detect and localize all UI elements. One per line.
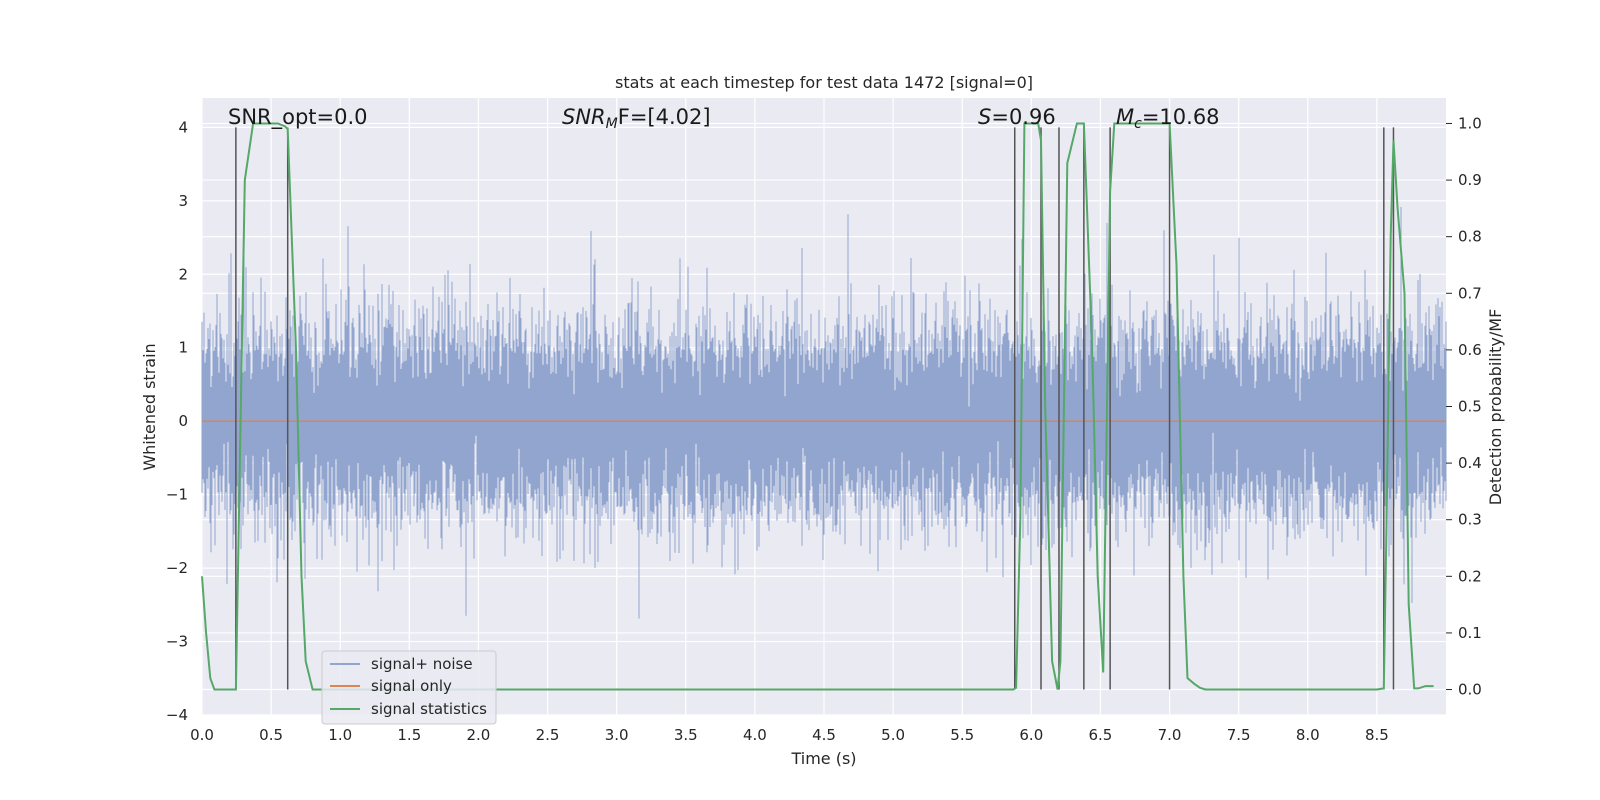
x-tick-labels: 0.0 0.5 1.0 1.5 2.0 2.5 3.0 3.5 4.0 4.5 5.0 5.5 6.0 6…: [190, 726, 1389, 744]
legend-label-signal-only: signal only: [371, 677, 452, 695]
x-tick-label: 4.5: [812, 726, 836, 744]
y-axis-label: Whitened strain: [140, 343, 159, 470]
x-tick-label: 3.0: [605, 726, 629, 744]
y-tick-label: −4: [166, 706, 188, 724]
x-tick-label: 4.0: [743, 726, 767, 744]
x-tick-label: 1.5: [397, 726, 421, 744]
mc-symbol: M: [1116, 105, 1134, 129]
x-tick-label: 3.5: [674, 726, 698, 744]
annotation-mc: Mc=10.68: [1116, 105, 1220, 132]
y2-tick-labels: 1.0 0.9 0.8 0.7 0.6 0.5 0.4 0.3 0.2 0.1 0.0: [1446, 114, 1482, 699]
y2-tick-label: 0.6: [1458, 341, 1482, 359]
y2-tick-label: 0.7: [1458, 284, 1482, 302]
mc-value: =10.68: [1142, 105, 1220, 129]
x-tick-label: 6.0: [1019, 726, 1043, 744]
annotation-snr-opt: SNR_opt=0.0: [228, 105, 368, 130]
vertical-markers: [235, 127, 1395, 690]
annotation-snr-mf: SNRMF=[4.02]: [562, 105, 711, 132]
y-tick-labels: 4 3 2 1 0 −1 −2 −3 −4: [166, 118, 188, 724]
x-tick-label: 2.0: [467, 726, 491, 744]
s-symbol: S: [978, 105, 991, 129]
legend-label-statistics: signal statistics: [371, 700, 487, 718]
snr-mf-value: F=[4.02]: [618, 105, 711, 129]
x-tick-label: 0.5: [259, 726, 283, 744]
x-tick-label: 6.5: [1089, 726, 1113, 744]
x-tick-label: 5.0: [881, 726, 905, 744]
y2-tick-label: 1.0: [1458, 114, 1482, 132]
y2-axis-label: Detection probability/MF: [1486, 309, 1505, 506]
annotation-s: S=0.96: [978, 105, 1056, 129]
y2-tick-label: 0.0: [1458, 681, 1482, 699]
y2-tick-label: 0.1: [1458, 624, 1482, 642]
x-axis-label: Time (s): [790, 749, 856, 768]
x-tick-label: 0.0: [190, 726, 214, 744]
y-tick-label: 4: [178, 118, 188, 136]
chart-title: stats at each timestep for test data 147…: [615, 73, 1033, 92]
x-tick-label: 2.5: [536, 726, 560, 744]
legend-box: [321, 650, 497, 725]
x-tick-label: 5.5: [950, 726, 974, 744]
legend: signal+ noise signal only signal statist…: [321, 650, 497, 725]
y-tick-label: 0: [178, 412, 188, 430]
y2-tick-label: 0.9: [1458, 171, 1482, 189]
snr-mf-subscript: M: [606, 116, 618, 132]
y2-tick-label: 0.8: [1458, 228, 1482, 246]
x-tick-label: 8.5: [1365, 726, 1389, 744]
y-tick-label: −3: [166, 633, 188, 651]
y-tick-label: −2: [166, 559, 188, 577]
s-value: =0.96: [991, 105, 1055, 129]
y2-tick-label: 0.4: [1458, 454, 1482, 472]
snr-mf-symbol: SNR: [562, 105, 606, 129]
x-tick-label: 7.5: [1227, 726, 1251, 744]
y-tick-label: 2: [178, 265, 188, 283]
y-tick-label: 3: [178, 192, 188, 210]
x-tick-label: 7.0: [1158, 726, 1182, 744]
y-tick-label: −1: [166, 486, 188, 504]
x-tick-label: 1.0: [328, 726, 352, 744]
signal-statistics-line: [201, 122, 1434, 691]
y-tick-label: 1: [178, 339, 188, 357]
x-tick-label: 8.0: [1296, 726, 1320, 744]
y2-tick-label: 0.2: [1458, 567, 1482, 585]
y2-tick-label: 0.5: [1458, 398, 1482, 416]
y2-tick-label: 0.3: [1458, 511, 1482, 529]
mc-subscript: c: [1134, 116, 1142, 132]
legend-label-noise: signal+ noise: [371, 655, 473, 673]
